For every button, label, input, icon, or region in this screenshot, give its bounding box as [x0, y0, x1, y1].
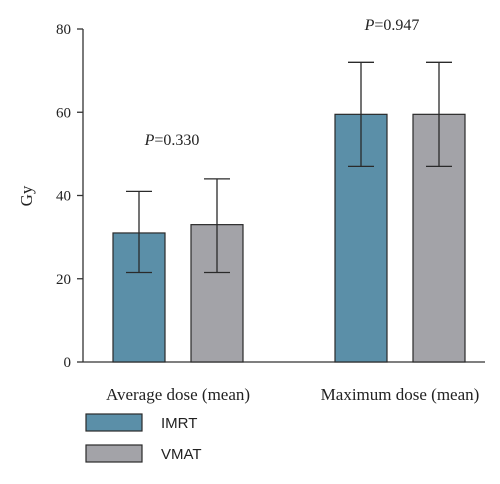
p-symbol: P — [144, 132, 155, 149]
legend-label: VMAT — [161, 446, 202, 463]
legend-label: IMRT — [161, 415, 197, 432]
x-category-label: Maximum dose (mean) — [321, 385, 480, 404]
p-value: =0.947 — [374, 17, 419, 34]
legend-swatch — [85, 413, 143, 432]
error-bar-vmat-0 — [204, 178, 230, 274]
p-symbol: P — [364, 17, 375, 34]
y-tick-label: 20 — [56, 272, 71, 288]
bars — [112, 61, 466, 363]
legend: IMRT VMAT — [85, 413, 202, 463]
p-value-annotation: P=0.947 — [364, 17, 420, 34]
legend-item-imrt: IMRT — [85, 413, 197, 432]
y-tick-label: 0 — [64, 355, 72, 371]
x-category-label: Average dose (mean) — [106, 385, 250, 404]
y-tick-label: 80 — [56, 22, 71, 38]
p-value-annotation: P=0.330 — [144, 132, 200, 149]
y-tick-label: 40 — [56, 189, 71, 205]
legend-item-vmat: VMAT — [85, 444, 202, 463]
legend-swatch — [85, 444, 143, 463]
y-axis-label: Gy — [17, 185, 36, 206]
error-bar-imrt-1 — [348, 61, 374, 168]
axes: 0 20 40 60 80 Gy Average dose (mean) Maximum do… — [17, 22, 485, 404]
p-value: =0.330 — [154, 132, 199, 149]
y-tick-label: 60 — [56, 105, 71, 121]
error-bar-imrt-0 — [126, 190, 152, 274]
error-bar-vmat-1 — [426, 61, 452, 168]
